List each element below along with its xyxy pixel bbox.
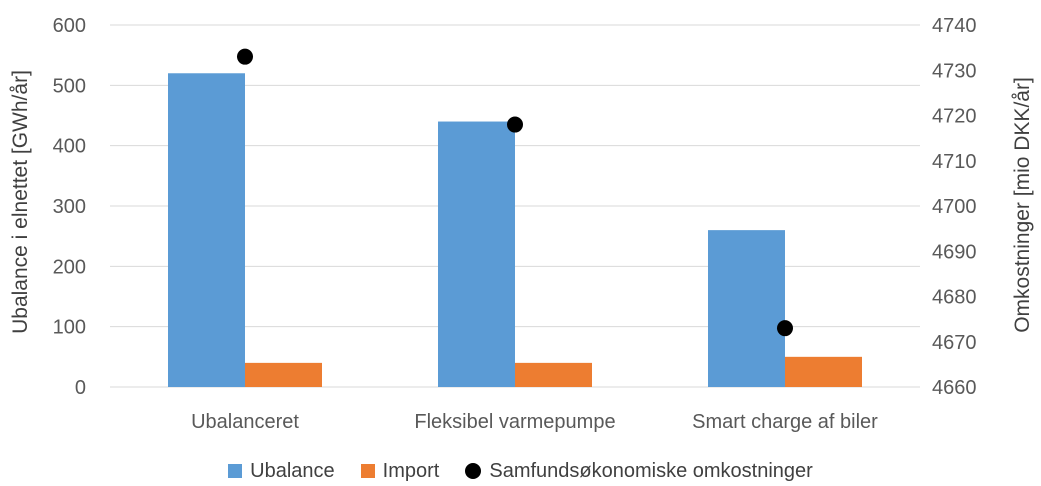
right-axis-title: Omkostninger [mio DKK/år]: [1011, 77, 1034, 333]
bars: [168, 73, 862, 388]
right-tick-label: 4710: [932, 151, 977, 173]
left-tick-label: 100: [53, 317, 86, 339]
left-tick-label: 200: [53, 256, 86, 278]
bar-import-0: [245, 362, 322, 387]
right-axis-ticks: 4660 4670 4680 4690 4700 4710 4720 4730 4740: [932, 15, 977, 399]
bar-ubalance-0: [168, 73, 245, 388]
category-label: Ubalanceret: [191, 411, 299, 433]
right-tick-label: 4700: [932, 196, 977, 218]
left-axis-title: Ubalance i elnettet [GWh/år]: [9, 70, 32, 334]
right-tick-label: 4670: [932, 332, 977, 354]
chart: 0 100 200 300 400 500 600 4660 4670 4680 4690 4700…: [9, 15, 1034, 433]
right-tick-label: 4740: [932, 15, 977, 37]
legend-swatch-import: [360, 464, 375, 478]
legend-item-import: Import: [360, 459, 440, 483]
left-tick-label: 400: [53, 136, 86, 158]
right-tick-label: 4690: [932, 241, 977, 263]
bar-import-2: [785, 356, 862, 387]
left-tick-label: 500: [53, 75, 86, 97]
cost-point: [507, 116, 523, 133]
right-tick-label: 4680: [932, 287, 977, 309]
left-tick-label: 0: [75, 377, 86, 399]
legend-marker-omkostninger: [465, 463, 482, 479]
legend-item-omkostninger: Samfundsøkonomiske omkostninger: [465, 459, 813, 483]
left-axis-ticks: 0 100 200 300 400 500 600: [53, 15, 86, 399]
legend-label-omkostninger: Samfundsøkonomiske omkostninger: [489, 459, 813, 482]
bar-ubalance-2: [708, 230, 785, 387]
legend-item-ubalance: Ubalance: [228, 460, 335, 483]
left-tick-label: 600: [53, 15, 86, 37]
left-tick-label: 300: [53, 196, 86, 218]
cost-points: [237, 48, 793, 337]
cost-point: [777, 320, 793, 337]
legend-swatch-ubalance: [228, 464, 243, 478]
bar-import-1: [515, 362, 592, 387]
right-tick-label: 4660: [932, 377, 977, 399]
right-tick-label: 4730: [932, 60, 977, 82]
category-label: Fleksibel varmepumpe: [414, 411, 615, 433]
legend-label-ubalance: Ubalance: [250, 459, 335, 482]
bar-ubalance-1: [438, 121, 515, 388]
category-label: Smart charge af biler: [692, 411, 878, 433]
legend-label-import: Import: [382, 459, 440, 482]
right-tick-label: 4720: [932, 106, 977, 128]
category-labels: Ubalanceret Fleksibel varmepumpe Smart cha…: [191, 411, 878, 433]
cost-point: [237, 48, 253, 65]
legend: Ubalance Import Samfundsøkonomiske omkos…: [0, 456, 1041, 486]
